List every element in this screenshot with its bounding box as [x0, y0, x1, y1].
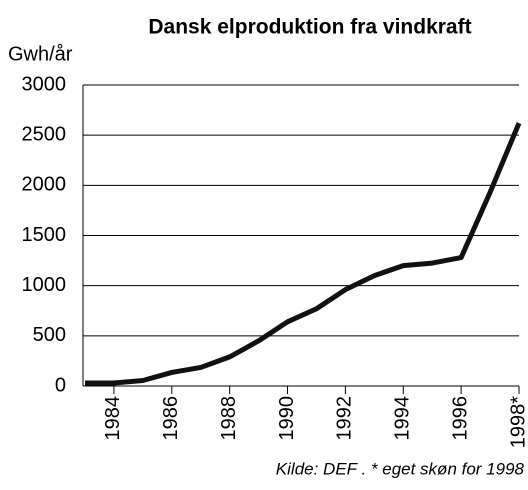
y-tick-label: 1500	[22, 224, 67, 246]
chart-title: Dansk elproduktion fra vindkraft	[148, 16, 471, 39]
y-tick-label: 1000	[22, 274, 67, 296]
x-tick-label: 1986	[160, 396, 182, 441]
y-axis-label: Gwh/år	[8, 43, 73, 65]
x-tick-label: 1984	[102, 396, 124, 441]
y-tick-label: 500	[33, 324, 66, 346]
x-tick-label: 1988	[218, 396, 240, 441]
data-line	[85, 122, 522, 386]
x-tick-label: 1996	[449, 396, 471, 441]
x-tick-label: 1994	[392, 396, 414, 441]
x-tick-label: 1990	[276, 396, 298, 441]
source-note: Kilde: DEF . * eget skøn for 1998	[276, 459, 525, 478]
y-tick-label: 2500	[22, 123, 67, 145]
y-tick-label: 3000	[22, 73, 67, 95]
y-tick-label: 2000	[22, 174, 67, 196]
y-tick-label: 0	[55, 374, 66, 396]
x-tick-label: 1998*	[507, 396, 528, 448]
x-tick-label: 1992	[334, 396, 356, 441]
